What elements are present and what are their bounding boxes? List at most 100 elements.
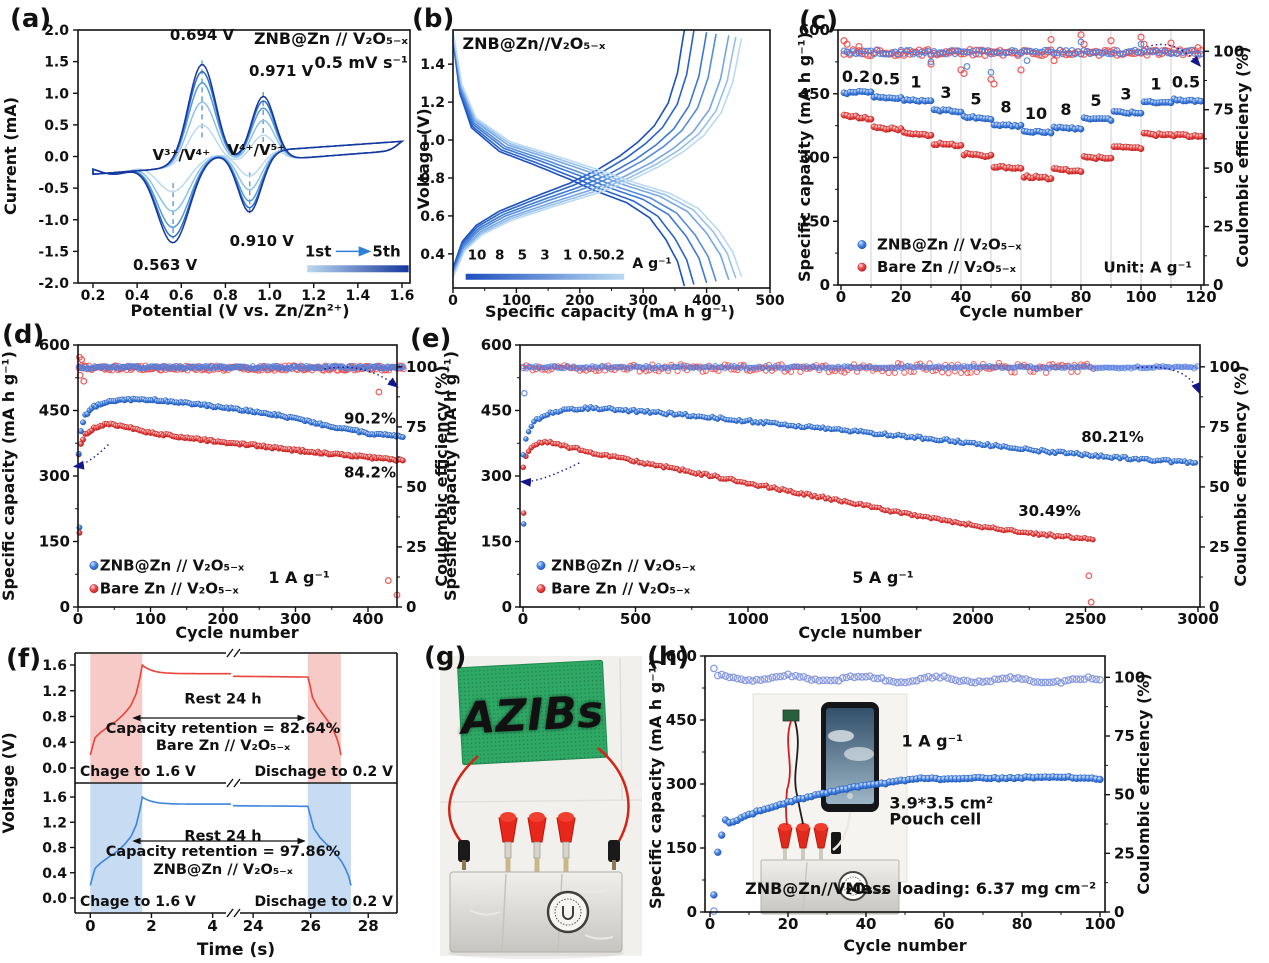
svg-text:3000: 3000 [1177,610,1219,628]
svg-text:ZNB@Zn // V₂O₅₋ₓ: ZNB@Zn // V₂O₅₋ₓ [254,29,408,48]
svg-text:0.0: 0.0 [42,761,67,777]
led-text: AZIBs [457,686,605,745]
svg-text:Potential (V vs. Zn/Zn²⁺): Potential (V vs. Zn/Zn²⁺) [130,301,349,320]
rest-shades [90,654,351,912]
svg-text:0.563 V: 0.563 V [133,256,198,274]
svg-text:8: 8 [495,248,504,264]
svg-text:Unit: A g⁻¹: Unit: A g⁻¹ [1104,258,1192,276]
gcd-curves [452,29,743,287]
svg-text:75: 75 [1209,418,1230,436]
svg-text:-1.0: -1.0 [38,213,69,229]
svg-text:ZNB@Zn // V₂O₅₋ₓ: ZNB@Zn // V₂O₅₋ₓ [877,236,1022,254]
svg-text:80.21%: 80.21% [1081,428,1143,446]
svg-text:90.2%: 90.2% [344,410,396,428]
svg-text:Coulombic efficiency (%): Coulombic efficiency (%) [1134,673,1153,894]
panel-label-b: (b) [412,4,455,34]
svg-text:0.910 V: 0.910 V [230,232,295,250]
svg-text:Dischage to 0.2 V: Dischage to 0.2 V [254,894,393,910]
svg-text:300: 300 [280,610,311,628]
svg-text:100: 100 [1114,668,1145,686]
clips [458,812,620,872]
wires [448,747,630,847]
svg-text:0: 0 [85,917,95,935]
svg-text:10: 10 [468,248,487,264]
svg-text:450: 450 [799,85,830,103]
svg-text:Bare Zn // V₂O₅₋ₓ: Bare Zn // V₂O₅₋ₓ [877,258,1017,276]
panel-a-cv-chart: 0.2 0.4 0.6 0.8 1.0 1.2 1.4 1.6 -2.0 -1.5 -1.0 -0.5… [1,23,414,320]
svg-text:300: 300 [39,467,70,485]
svg-text:3: 3 [940,83,951,102]
svg-text:26: 26 [300,917,321,935]
svg-text:120: 120 [1185,288,1216,306]
svg-text:100: 100 [1213,42,1244,60]
svg-text:1: 1 [910,73,921,92]
svg-text:500: 500 [620,610,651,628]
panel-label-d: (d) [2,320,45,350]
axes: 0 20 40 60 80 100 12001503004506000255075100Cy… [795,21,1252,321]
axes: 0.2 0.4 0.6 0.8 1.0 1.2 1.4 1.6 -2.0 -1.5 -1.0 -0.5… [1,23,414,320]
logo-seal [546,890,590,934]
svg-text:0: 0 [73,610,83,628]
pouch-plot: 0 20 40 60 80 10001503004506000255075100Cycle… [646,647,1153,955]
svg-text:300: 300 [629,293,658,309]
svg-text:Rest 24 h: Rest 24 h [184,829,261,845]
svg-text:1.6: 1.6 [42,658,67,674]
svg-text:1: 1 [563,248,572,264]
svg-text:1st: 1st [305,242,332,260]
svg-text:600: 600 [39,336,70,354]
panel-label-e: (e) [410,324,452,354]
svg-text:0.4: 0.4 [125,288,150,304]
svg-text:8: 8 [1060,100,1071,119]
svg-text:Spesific capacity (mA h g⁻¹): Spesific capacity (mA h g⁻¹) [441,351,460,601]
svg-text:2000: 2000 [952,610,994,628]
svg-text:Voltage (V): Voltage (V) [414,108,433,209]
svg-text:-2.0: -2.0 [38,276,69,292]
svg-text:25: 25 [406,538,427,556]
svg-text:1.6: 1.6 [42,790,67,806]
svg-text:300: 300 [481,467,512,485]
svg-text:5: 5 [1090,91,1101,110]
ce-series [520,359,1201,606]
svg-text:60: 60 [934,915,955,933]
svg-text:Coulombic efficiency (%): Coulombic efficiency (%) [1231,365,1250,586]
svg-text:Dischage to 0.2 V: Dischage to 0.2 V [254,764,393,780]
svg-text:AZIBs: AZIBs [457,686,605,745]
series-znb [840,87,1205,137]
series-znb [520,404,1199,527]
axes: 0 500 1000 1500 2000 2500 30000150300450600025… [441,336,1250,642]
ce-series [710,664,1104,687]
svg-text:0.2: 0.2 [81,288,106,304]
svg-text:0: 0 [406,598,416,616]
svg-text:Coulombic efficiency (%): Coulombic efficiency (%) [1233,46,1252,267]
svg-text:5th: 5th [372,242,400,260]
svg-text:0.694 V: 0.694 V [170,26,235,44]
svg-text:2500: 2500 [1065,610,1107,628]
svg-text:600: 600 [799,21,830,39]
panel-label-g: (g) [424,642,467,672]
svg-text:60: 60 [1011,288,1032,306]
svg-text:3.9*3.5 cm²: 3.9*3.5 cm² [889,793,993,812]
axes: 0 100 200 300 400 0 150 300 450 600 0 25 50 75 100 Cycl… [0,336,451,642]
svg-text:100: 100 [1084,915,1115,933]
svg-text:1.4: 1.4 [345,288,370,304]
svg-text:84.2%: 84.2% [344,463,396,481]
cv-curves [92,64,405,244]
ce-series [75,353,407,599]
svg-text:Current (mA): Current (mA) [1,97,20,215]
curve-0 [89,663,342,756]
svg-text:-0.5: -0.5 [38,181,69,197]
svg-text:75: 75 [406,418,427,436]
svg-text:0: 0 [1114,903,1124,921]
svg-text:1.2: 1.2 [42,815,67,831]
panel-b-gcd-chart: 0 100 200 300 400 500 0.4 0.6 0.8 1.0 1.2 1.4 Specif… [414,29,785,321]
svg-text:1 A g⁻¹: 1 A g⁻¹ [902,731,964,750]
svg-text:0: 0 [1213,276,1223,294]
svg-text:400: 400 [692,293,721,309]
svg-text:0.2: 0.2 [842,67,870,86]
svg-text:0.6: 0.6 [420,209,445,225]
svg-text:1.2: 1.2 [42,684,67,700]
svg-text:Capacity retention = 82.64%: Capacity retention = 82.64% [106,721,341,737]
axes: 0 20 40 60 80 10001503004506000255075100Cycle… [646,647,1153,955]
